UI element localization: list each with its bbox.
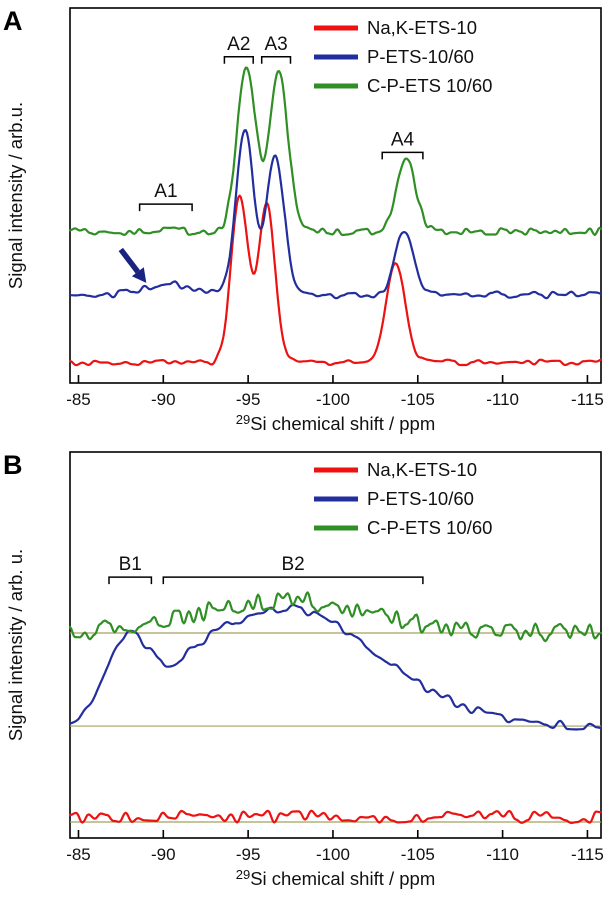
y-axis-title: Signal intensity / arb. u. bbox=[5, 549, 26, 741]
legend-label: P-ETS-10/60 bbox=[367, 488, 474, 509]
x-tick-label: -110 bbox=[486, 845, 519, 864]
bracket bbox=[138, 203, 193, 212]
bracket-label: A3 bbox=[264, 34, 287, 55]
x-tick-label: -115 bbox=[571, 390, 604, 409]
x-tick-label: -100 bbox=[316, 390, 350, 409]
spectrum-trace-2 bbox=[68, 129, 603, 300]
spectrum-trace-3 bbox=[68, 66, 603, 237]
panel-a-chart: -85 -90 -95 -100 -105 -110 -115 29Si chemical s… bbox=[3, 6, 604, 434]
plot-frame bbox=[69, 451, 602, 839]
legend-label: C-P-ETS 10/60 bbox=[367, 75, 492, 96]
plot-frame bbox=[69, 7, 602, 384]
bracket bbox=[223, 56, 254, 64]
bracket bbox=[381, 151, 424, 160]
x-tick-label: -90 bbox=[151, 845, 176, 864]
y-axis-title: Signal intensity / arb.u. bbox=[5, 102, 26, 289]
annotation-arrow-head bbox=[131, 267, 147, 283]
bracket-label: A1 bbox=[154, 181, 177, 202]
x-tick-label: -100 bbox=[316, 845, 350, 864]
bracket bbox=[260, 56, 292, 64]
panel-label: B bbox=[3, 450, 23, 480]
x-tick-label: -110 bbox=[486, 390, 519, 409]
x-tick-label: -105 bbox=[401, 390, 435, 409]
bracket-label: A4 bbox=[391, 129, 415, 150]
panel-b-chart: -85 -90 -95 -100 -105 -110 -115 29Si chemical s… bbox=[3, 450, 604, 889]
x-axis-title: 29Si chemical shift / ppm bbox=[236, 412, 436, 434]
legend-label: P-ETS-10/60 bbox=[367, 46, 474, 67]
bracket bbox=[162, 576, 424, 585]
spectrum-trace-3 bbox=[68, 591, 603, 643]
x-axis-title: 29Si chemical shift / ppm bbox=[236, 867, 436, 889]
x-tick-label: -90 bbox=[151, 390, 176, 409]
x-tick-label: -85 bbox=[66, 845, 91, 864]
legend-label: Na,K-ETS-10 bbox=[367, 459, 477, 480]
x-tick-label: -115 bbox=[571, 845, 604, 864]
spectrum-trace-1 bbox=[68, 194, 603, 367]
legend-label: C-P-ETS 10/60 bbox=[367, 517, 492, 538]
bracket-label: B1 bbox=[119, 554, 142, 575]
spectrum-trace-2 bbox=[68, 603, 603, 731]
bracket-label: A2 bbox=[227, 34, 250, 55]
x-tick-label: -105 bbox=[401, 845, 435, 864]
annotation-arrow-shaft bbox=[118, 247, 140, 274]
legend-label: Na,K-ETS-10 bbox=[367, 17, 477, 38]
bracket-label: B2 bbox=[281, 554, 304, 575]
x-tick-label: -95 bbox=[236, 845, 261, 864]
x-tick-label: -85 bbox=[66, 390, 91, 409]
x-tick-label: -95 bbox=[236, 390, 261, 409]
panel-label: A bbox=[3, 6, 23, 36]
bracket bbox=[108, 576, 153, 585]
spectrum-trace-1 bbox=[68, 809, 603, 824]
